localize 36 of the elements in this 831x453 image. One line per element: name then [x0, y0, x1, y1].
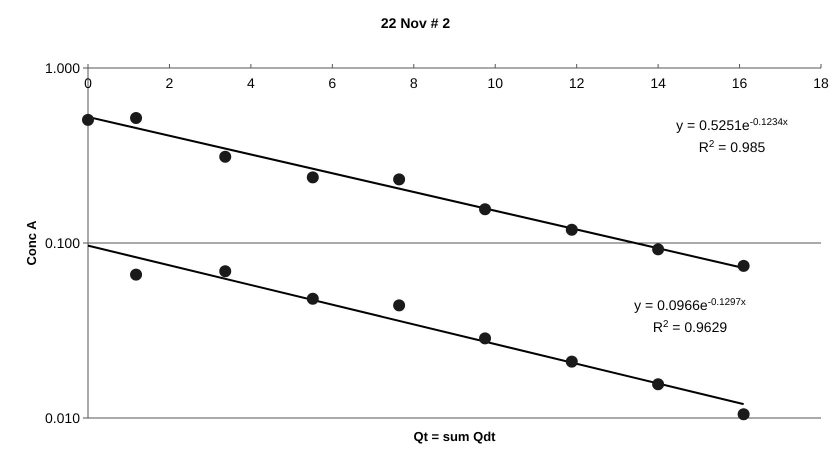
point: [566, 224, 578, 236]
point: [479, 203, 492, 216]
x-tick-label: 6: [328, 75, 336, 91]
x-tick-label: 4: [246, 75, 255, 91]
annotation: R$^{2}$ = 0.9629: [652, 318, 728, 335]
point: [738, 260, 750, 272]
point: [393, 173, 406, 186]
point: [219, 150, 232, 163]
point: [738, 408, 750, 420]
point: [306, 292, 319, 305]
annotation: y = 0.0966e$^{-0.1297x}$: [634, 296, 746, 313]
point: [479, 332, 492, 344]
y-axis-title: Conc A: [24, 220, 39, 266]
point: [566, 356, 578, 368]
point: [130, 268, 142, 281]
x-tick-label: 18: [813, 75, 829, 91]
point: [652, 243, 664, 256]
y-tick-label: 1.000: [44, 60, 80, 76]
x-axis-title: Qt = sum Qdt: [414, 429, 496, 444]
x-tick-label: 16: [732, 75, 748, 91]
x-tick-label: 8: [410, 75, 418, 91]
point: [306, 171, 319, 184]
chart-title: 22 Nov # 2: [380, 15, 450, 31]
point: [82, 114, 94, 126]
y-tick-label: 0.100: [44, 234, 80, 251]
point: [393, 299, 406, 312]
x-tick-label: 12: [568, 75, 585, 91]
point: [652, 378, 664, 390]
point: [219, 265, 232, 278]
x-tick-label: 2: [166, 75, 174, 91]
point: [130, 112, 142, 124]
y-tick-label: 0.010: [44, 410, 80, 426]
x-tick-label: 10: [487, 75, 504, 91]
x-tick-label: 14: [650, 75, 666, 91]
annotation: R$^{2}$ = 0.985: [698, 138, 766, 155]
annotation: y = 0.5251e$^{-0.1234x}$: [676, 116, 788, 133]
